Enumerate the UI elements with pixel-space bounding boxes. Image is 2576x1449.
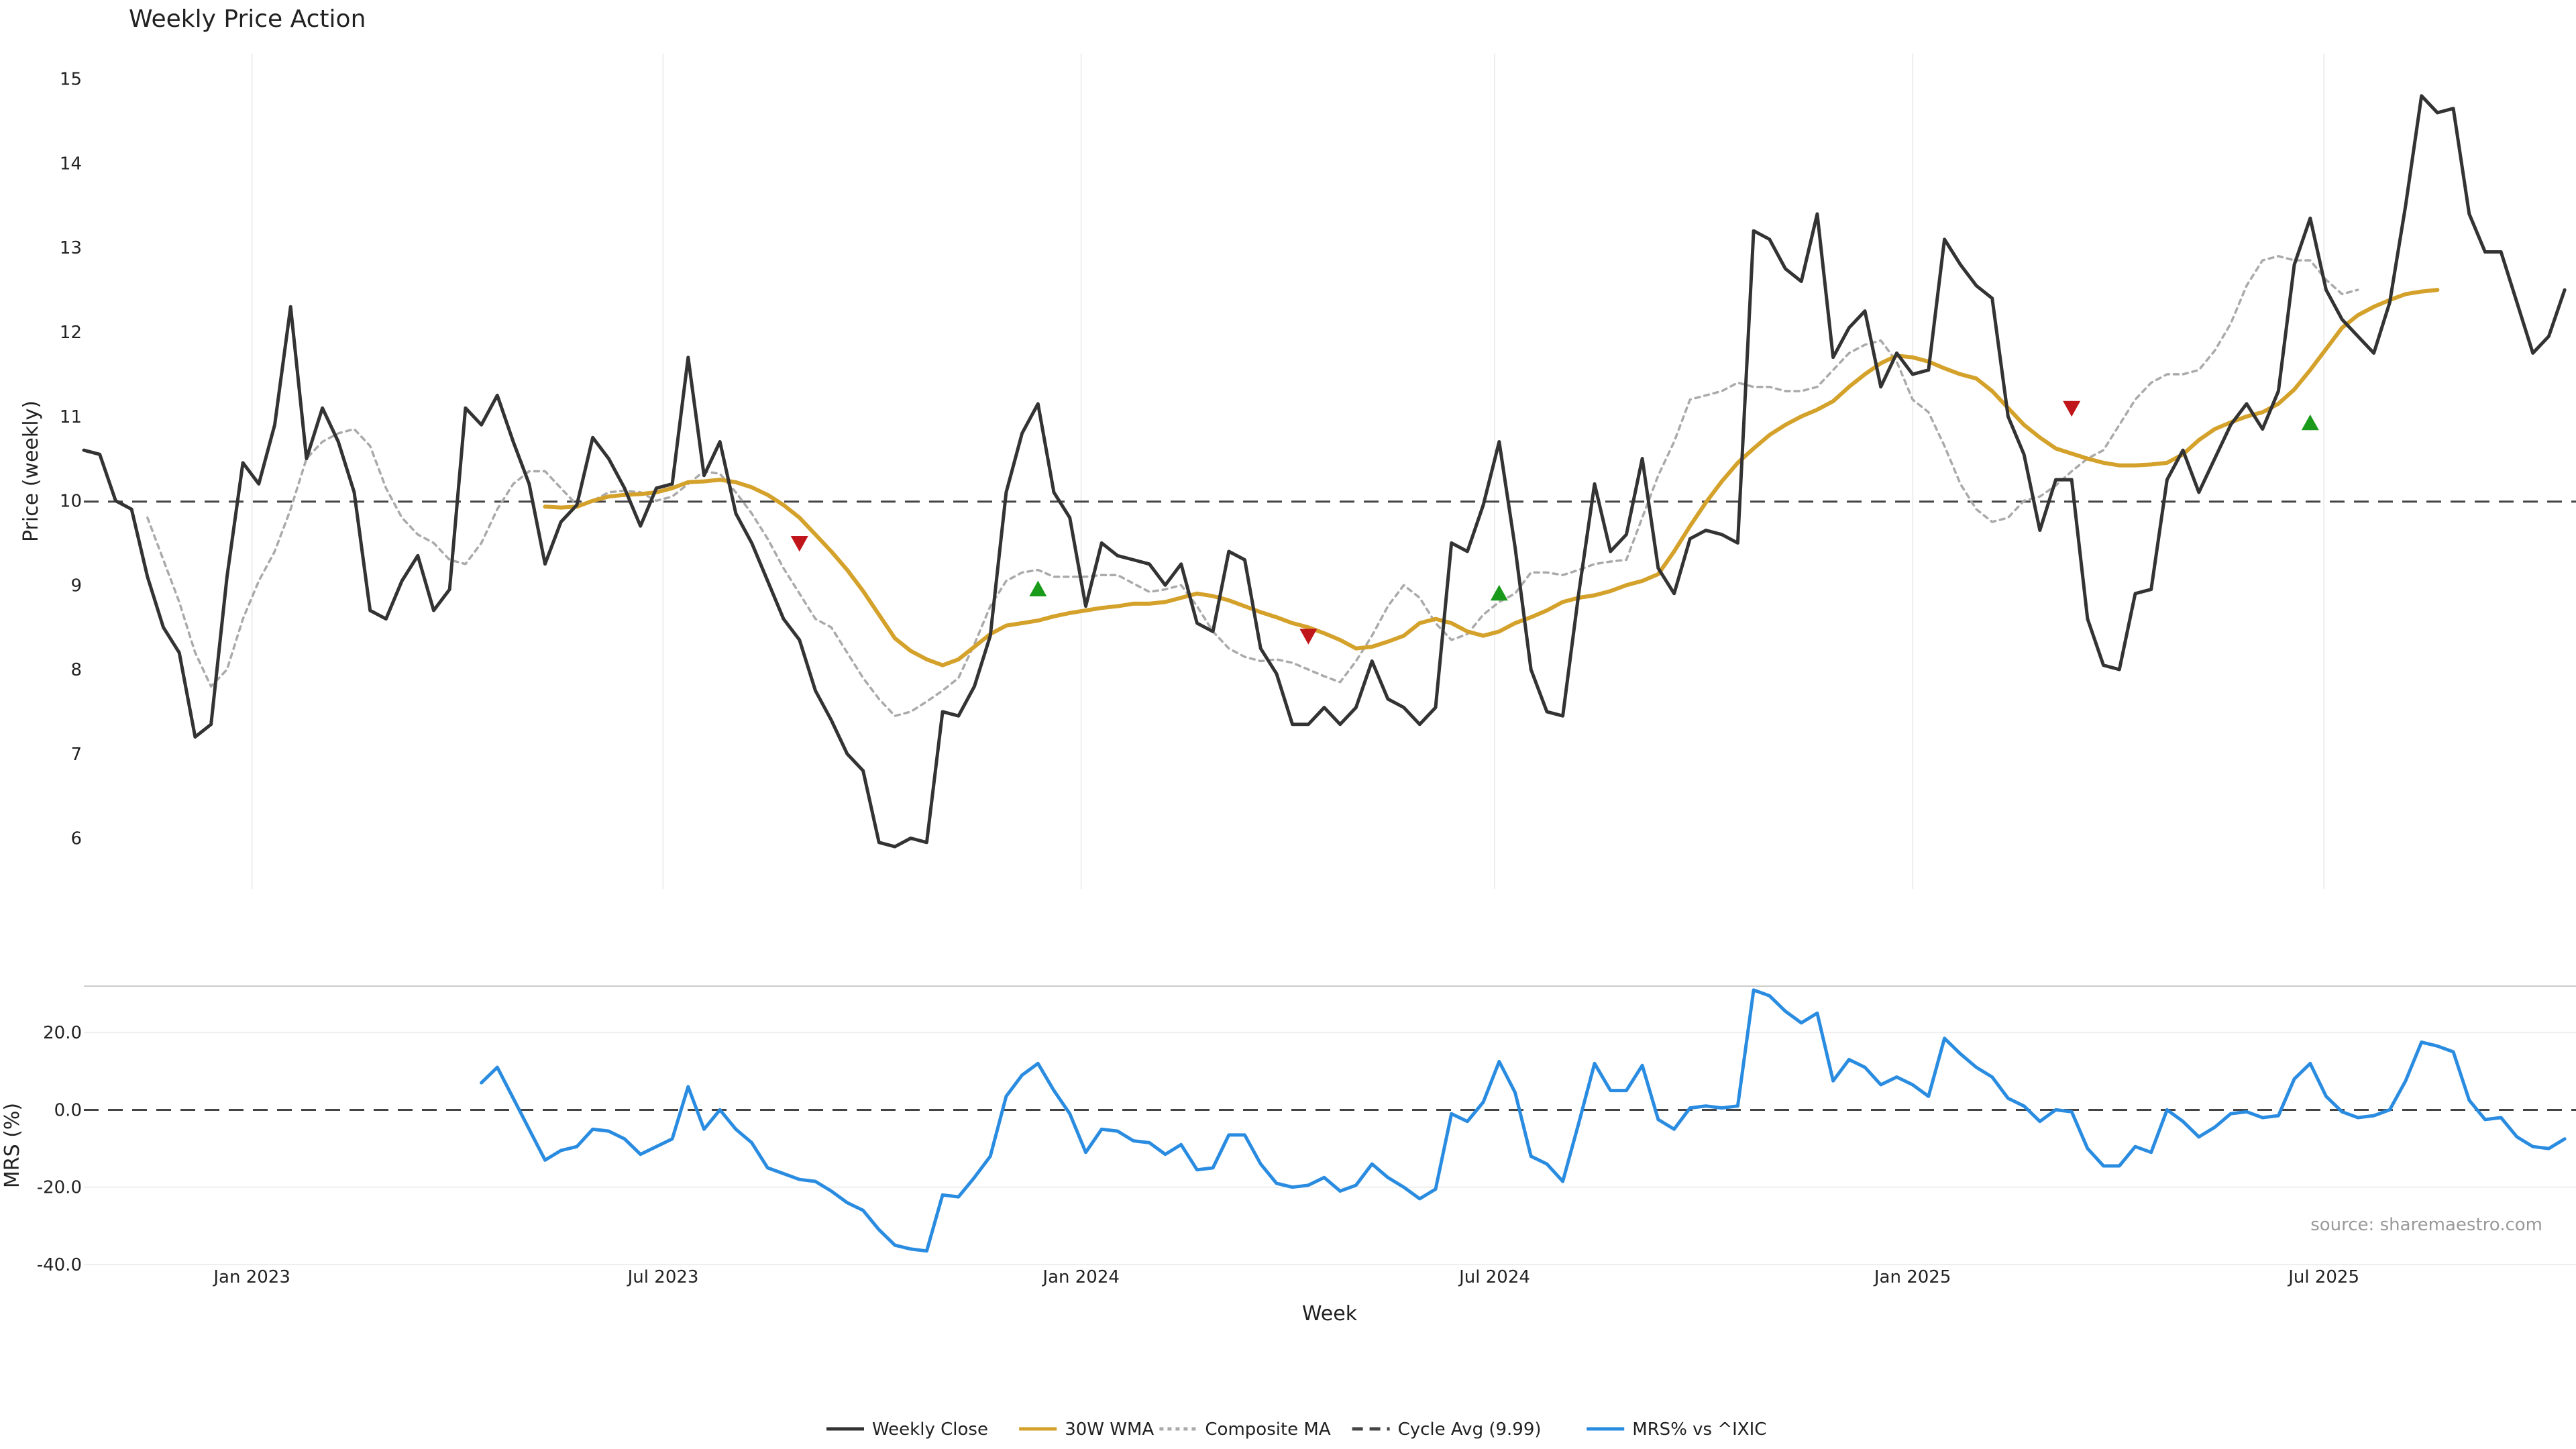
price-y-tick-label: 11 [60, 407, 82, 427]
buy-signal-marker [1490, 584, 1508, 601]
mrs-y-tick-label: 20.0 [43, 1023, 82, 1043]
mrs-y-tick-label: -20.0 [37, 1178, 82, 1198]
buy-signal-marker [2301, 414, 2319, 431]
series-line-0-0 [82, 94, 2567, 849]
price-y-tick-label: 10 [60, 492, 82, 512]
series-line-1-0 [480, 988, 2567, 1253]
legend-item: Composite MA [1159, 1419, 1331, 1440]
x-tick-label: Jan 2023 [212, 1267, 290, 1287]
plot-layer: Jan 2023 Jul 2023 Jan 2024 Jul 2024 Jan 2025… [37, 54, 2576, 1287]
price-y-tick-label: 6 [70, 829, 82, 849]
legend-item: MRS% vs ^IXIC [1587, 1419, 1766, 1440]
mrs-y-axis-label: MRS (%) [1, 1103, 24, 1188]
price-y-tick-label: 12 [60, 323, 82, 343]
legend-item: 30W WMA [1019, 1419, 1154, 1440]
series-line-0-1 [543, 288, 2440, 667]
series-line-0-2 [146, 255, 2359, 717]
x-tick-label: Jan 2024 [1041, 1267, 1120, 1287]
price-y-tick-label: 9 [70, 576, 82, 596]
price-y-axis-label: Price (weekly) [19, 400, 43, 542]
legend-item: Weekly Close [826, 1419, 988, 1440]
price-chart-title: Weekly Price Action [129, 5, 366, 33]
legend: Weekly Close 30W WMA Composite MA Cycle Avg… [826, 1419, 1766, 1440]
price-y-tick-label: 13 [60, 238, 82, 258]
legend-label: MRS% vs ^IXIC [1632, 1419, 1766, 1440]
x-tick-label: Jul 2025 [2287, 1267, 2359, 1287]
source-label: source: sharemaestro.com [2310, 1215, 2542, 1235]
mrs-y-tick-label: -40.0 [37, 1255, 82, 1275]
price-y-tick-label: 7 [70, 745, 82, 765]
price-y-tick-label: 8 [70, 660, 82, 680]
legend-item: Cycle Avg (9.99) [1352, 1419, 1542, 1440]
mrs-y-tick-label: 0.0 [54, 1100, 82, 1120]
price-y-tick-label: 14 [60, 154, 82, 174]
legend-label: Weekly Close [872, 1419, 988, 1440]
legend-label: Composite MA [1205, 1419, 1330, 1440]
x-tick-label: Jul 2024 [1458, 1267, 1530, 1287]
legend-label: 30W WMA [1065, 1419, 1154, 1440]
sell-signal-marker [1299, 629, 1318, 645]
sell-signal-marker [2063, 400, 2081, 417]
x-axis-label: Week [1302, 1302, 1358, 1326]
buy-signal-marker [1029, 580, 1047, 596]
sell-signal-marker [790, 535, 808, 552]
price-y-tick-label: 15 [60, 70, 82, 90]
legend-label: Cycle Avg (9.99) [1398, 1419, 1542, 1440]
x-tick-label: Jul 2023 [627, 1267, 699, 1287]
x-tick-label: Jan 2025 [1873, 1267, 1951, 1287]
